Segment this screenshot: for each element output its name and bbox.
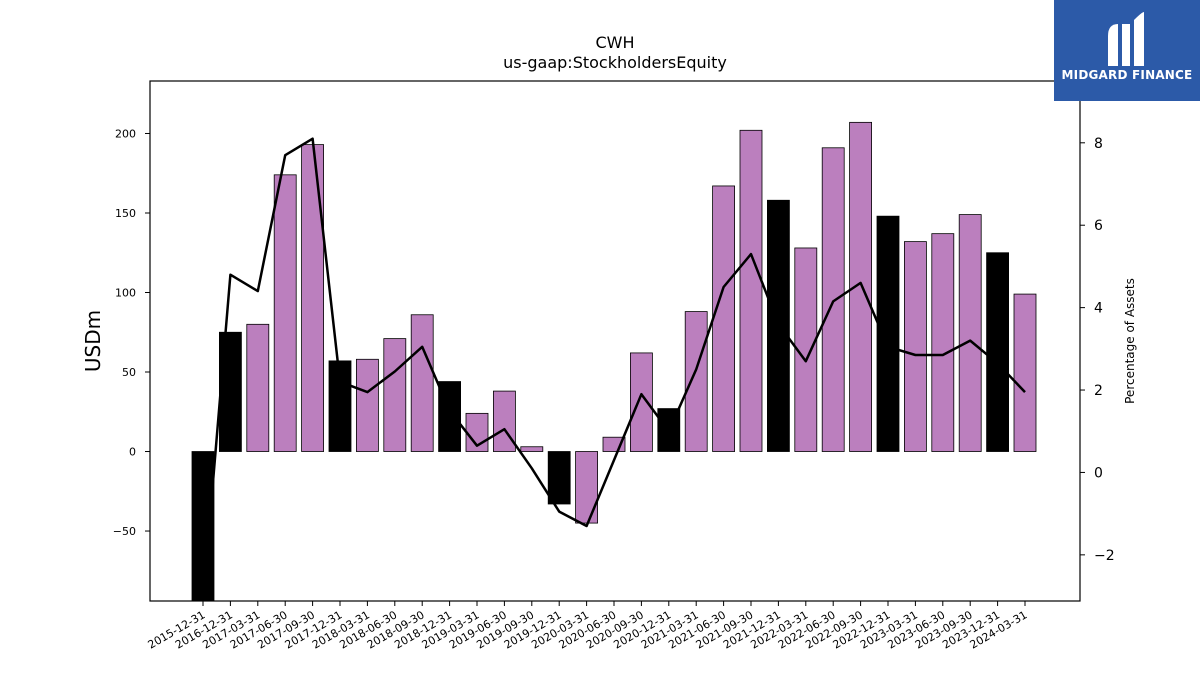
bar bbox=[301, 144, 325, 452]
logo-text: MIDGARD FINANCE bbox=[1061, 68, 1193, 82]
bar bbox=[904, 241, 927, 452]
bar bbox=[630, 352, 653, 452]
bar bbox=[684, 311, 708, 452]
left-tick-label: 100 bbox=[115, 286, 136, 299]
bar bbox=[739, 129, 763, 452]
bar bbox=[547, 451, 571, 505]
bar bbox=[246, 323, 270, 452]
left-tick-label: 200 bbox=[115, 127, 136, 140]
bar bbox=[575, 451, 598, 524]
right-tick-label: −2 bbox=[1094, 548, 1115, 564]
chart-subtitle: us-gaap:StockholdersEquity bbox=[503, 53, 727, 72]
bar bbox=[986, 252, 1009, 452]
logo: MIDGARD FINANCE bbox=[1054, 0, 1200, 101]
bar bbox=[958, 214, 982, 452]
plot-frame bbox=[149, 80, 1081, 602]
bar bbox=[821, 147, 845, 452]
y-axis-label-left: USDm bbox=[81, 310, 105, 372]
bar bbox=[712, 185, 735, 452]
bar bbox=[849, 121, 872, 452]
percentage-line bbox=[201, 137, 1026, 602]
right-tick-label: 8 bbox=[1094, 136, 1103, 152]
bar bbox=[492, 390, 516, 452]
left-axis: −50 0 50 100 150 200 bbox=[113, 127, 150, 538]
right-tick-label: 4 bbox=[1094, 301, 1103, 317]
chart-title: CWH bbox=[595, 33, 634, 52]
bar bbox=[355, 358, 379, 452]
left-tick-label: 150 bbox=[115, 207, 136, 220]
bar bbox=[1013, 293, 1037, 452]
y-axis-label-right: Percentage of Assets bbox=[1123, 278, 1137, 404]
bar bbox=[383, 338, 407, 452]
right-tick-label: 6 bbox=[1094, 218, 1103, 234]
bar bbox=[273, 174, 297, 452]
bar bbox=[218, 331, 242, 452]
bar bbox=[191, 451, 215, 602]
logo-mark-icon bbox=[1108, 12, 1144, 66]
right-axis: −2 0 2 4 6 8 bbox=[1080, 136, 1115, 564]
right-tick-label: 0 bbox=[1094, 465, 1103, 481]
right-tick-label: 2 bbox=[1094, 383, 1103, 399]
left-tick-label: −50 bbox=[113, 525, 136, 538]
x-axis: 2015-12-312016-12-312017-03-312017-06-30… bbox=[146, 601, 1030, 652]
left-tick-label: 0 bbox=[129, 446, 136, 459]
bars bbox=[191, 121, 1037, 602]
bar bbox=[794, 247, 818, 452]
bar bbox=[520, 446, 544, 452]
left-tick-label: 50 bbox=[122, 366, 136, 379]
bar bbox=[876, 215, 900, 452]
bar bbox=[931, 233, 955, 452]
bar bbox=[410, 314, 434, 452]
